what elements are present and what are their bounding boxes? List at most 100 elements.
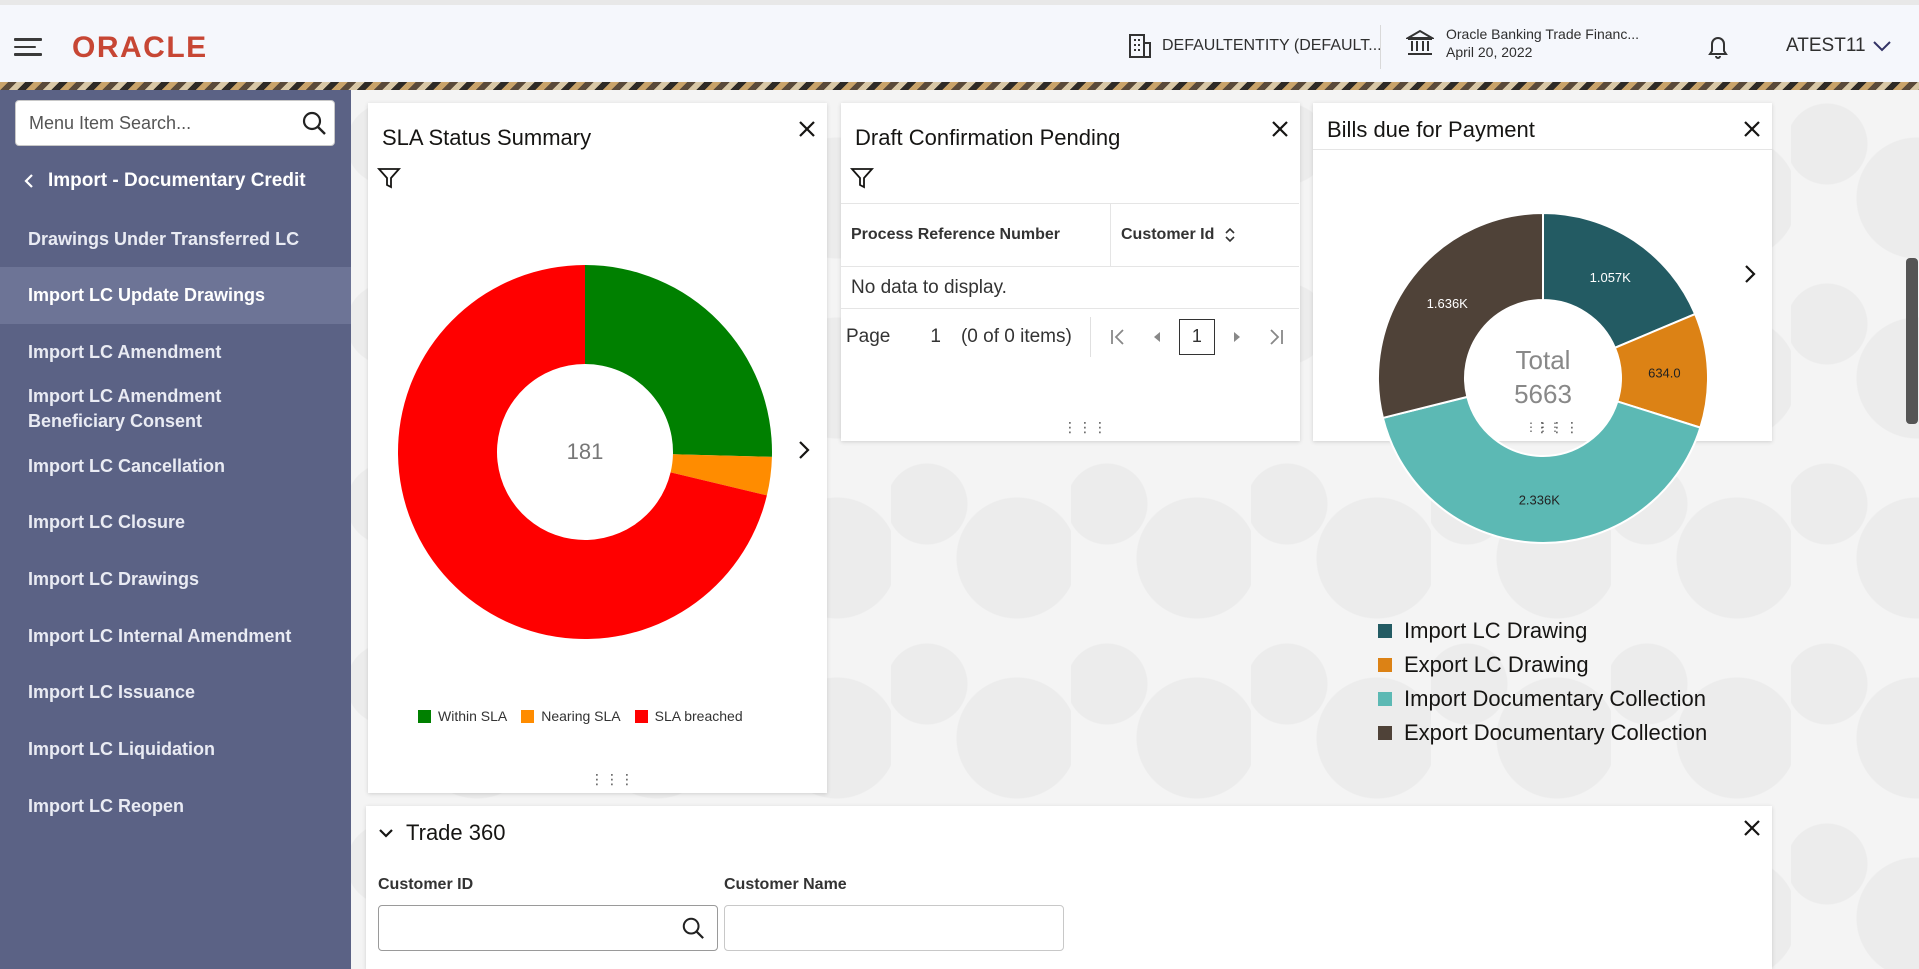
previous-page-icon[interactable] (1151, 328, 1163, 346)
close-icon[interactable] (1740, 816, 1764, 840)
sidebar-item-label: Import LC Amendment (28, 341, 222, 362)
legend-swatch (1378, 624, 1392, 638)
legend-label: Export Documentary Collection (1404, 720, 1708, 745)
entity-selector[interactable]: DEFAULTENTITY (DEFAULT... (1128, 33, 1382, 59)
sidebar-item-import-lc-cancellation[interactable]: Import LC Cancellation (0, 438, 351, 494)
sidebar-item-import-lc-liquidation[interactable]: Import LC Liquidation (0, 721, 351, 778)
sidebar-menu-list: Drawings Under Transferred LC Import LC … (0, 211, 351, 835)
legend-item-nearing-sla: Nearing SLA (521, 708, 621, 724)
data-label-export-documentary-collection: 1.636K (1427, 296, 1469, 311)
page-number: 1 (930, 325, 941, 347)
trade360-toggle[interactable]: Trade 360 (378, 820, 505, 846)
filter-icon[interactable] (377, 166, 401, 190)
page-scrollbar-thumb[interactable] (1906, 258, 1918, 424)
column-header-process-reference-number[interactable]: Process Reference Number (841, 204, 1111, 266)
sidebar-item-import-lc-amendment-beneficiary-consent[interactable]: Import LC Amendment Beneficiary Consent (0, 380, 270, 438)
items-count: (0 of 0 items) (960, 325, 1072, 347)
legend-label: Nearing SLA (541, 708, 621, 724)
branch-selector[interactable]: Oracle Banking Trade Financ... April 20,… (1406, 25, 1639, 61)
sidebar-back-link[interactable]: Import - Documentary Credit (24, 170, 306, 192)
customer-name-field (724, 905, 1064, 951)
user-menu[interactable]: ATEST11 (1786, 35, 1892, 57)
bills-donut-chart: 1.057K 634.0 2.336K 1.636K Total 5663 ⋮⋮⋮ (1377, 211, 1709, 544)
data-label-import-documentary-collection: 2.336K (1519, 492, 1561, 507)
resize-grip-icon[interactable]: ⋮⋮⋮ (590, 771, 635, 787)
sidebar-item-label: Import LC Reopen (28, 796, 184, 816)
legend-swatch (1378, 692, 1392, 706)
oracle-logo: ORACLE (72, 31, 208, 64)
sidebar-back-label: Import - Documentary Credit (48, 170, 306, 191)
slice-export-documentary-collection[interactable] (1377, 211, 1544, 420)
sidebar-item-label: Import LC Issuance (28, 682, 196, 702)
close-icon[interactable] (1268, 117, 1292, 141)
slice-import-documentary-collection[interactable] (1381, 395, 1702, 544)
sidebar-item-import-lc-closure[interactable]: Import LC Closure (0, 494, 351, 551)
sidebar-item-import-lc-reopen[interactable]: Import LC Reopen (0, 778, 351, 835)
chevron-down-icon (1872, 41, 1891, 52)
resize-grip-icon: ⋮⋮⋮ (1525, 420, 1561, 434)
legend-label: Import Documentary Collection (1404, 686, 1707, 711)
hamburger-menu-icon[interactable] (14, 38, 42, 56)
sidebar-item-label: Import LC Cancellation (28, 455, 226, 476)
pager-divider (1089, 316, 1091, 357)
resize-grip-icon[interactable]: ⋮⋮⋮ (1535, 419, 1580, 435)
bank-icon (1406, 29, 1434, 55)
next-page-icon[interactable] (1231, 328, 1243, 346)
current-page-box[interactable]: 1 (1178, 318, 1215, 355)
trade360-title: Trade 360 (406, 820, 506, 845)
close-icon[interactable] (795, 117, 819, 141)
sidebar-item-import-lc-drawings[interactable]: Import LC Drawings (0, 551, 351, 608)
close-icon[interactable] (1740, 117, 1764, 141)
sidebar-item-drawings-under-transferred-lc[interactable]: Drawings Under Transferred LC (0, 211, 351, 267)
legend-item-import-documentary-collection: Import Documentary Collection (1378, 682, 1707, 716)
chevron-right-icon[interactable] (797, 439, 811, 461)
legend-item-within-sla: Within SLA (418, 708, 507, 724)
legend-swatch (634, 709, 648, 723)
branch-date: April 20, 2022 (1446, 44, 1533, 60)
last-page-icon[interactable] (1267, 328, 1285, 346)
sidebar-item-import-lc-update-drawings[interactable]: Import LC Update Drawings (0, 267, 351, 324)
sidebar-item-import-lc-internal-amendment[interactable]: Import LC Internal Amendment (0, 608, 351, 664)
sidebar-item-label: Drawings Under Transferred LC (28, 228, 300, 249)
draft-card-title: Draft Confirmation Pending (855, 125, 1121, 150)
menu-search-input[interactable] (16, 101, 294, 145)
notification-bell-icon[interactable] (1706, 33, 1730, 64)
header-divider (1380, 25, 1381, 69)
page-scrollbar-track[interactable] (1906, 90, 1919, 969)
legend-label: Export LC Drawing (1404, 652, 1589, 677)
data-label-export-lc-drawing: 634.0 (1648, 365, 1681, 380)
bills-center-label: Total (1516, 345, 1571, 375)
sidebar: Import - Documentary Credit Drawings Und… (0, 90, 351, 969)
building-icon (1129, 34, 1151, 58)
user-name: ATEST11 (1786, 35, 1866, 56)
legend-item-export-lc-drawing: Export LC Drawing (1378, 648, 1707, 682)
sort-icon[interactable] (1224, 227, 1236, 243)
sidebar-item-label: Import LC Liquidation (28, 739, 215, 759)
draft-confirmation-card: Draft Confirmation Pending Process Refer… (841, 103, 1300, 441)
sidebar-item-import-lc-amendment[interactable]: Import LC Amendment (0, 324, 351, 380)
search-icon[interactable] (294, 110, 334, 136)
column-header-customer-id[interactable]: Customer Id (1111, 204, 1299, 266)
resize-grip-icon[interactable]: ⋮⋮⋮ (1063, 419, 1108, 435)
slice-sla-breached[interactable] (398, 265, 767, 639)
sidebar-item-import-lc-issuance[interactable]: Import LC Issuance (0, 664, 351, 721)
customer-id-input[interactable] (379, 906, 681, 950)
bills-legend: Import LC Drawing Export LC Drawing Impo… (1378, 614, 1707, 750)
filter-icon[interactable] (850, 166, 874, 190)
bills-center-value: 5663 (1514, 379, 1572, 409)
sidebar-item-label: Import LC Internal Amendment (28, 625, 292, 646)
slice-nearing-sla[interactable] (670, 454, 772, 496)
sla-center-value: 181 (567, 439, 604, 464)
customer-id-label: Customer ID (378, 876, 474, 893)
customer-name-input[interactable] (725, 906, 1063, 950)
first-page-icon[interactable] (1109, 328, 1127, 346)
slice-within-sla[interactable] (585, 265, 772, 457)
trade360-panel: Trade 360 Customer ID Customer Name (366, 806, 1772, 969)
search-icon[interactable] (681, 916, 705, 940)
slice-import-lc-drawing[interactable] (1542, 211, 1697, 350)
app-header: ORACLE DEFAULTENTITY (DEFAULT... Oracle … (0, 0, 1919, 82)
legend-swatch (1378, 658, 1392, 672)
chevron-right-icon[interactable] (1743, 263, 1757, 285)
legend-swatch (418, 709, 431, 723)
sla-card-title: SLA Status Summary (382, 125, 592, 150)
